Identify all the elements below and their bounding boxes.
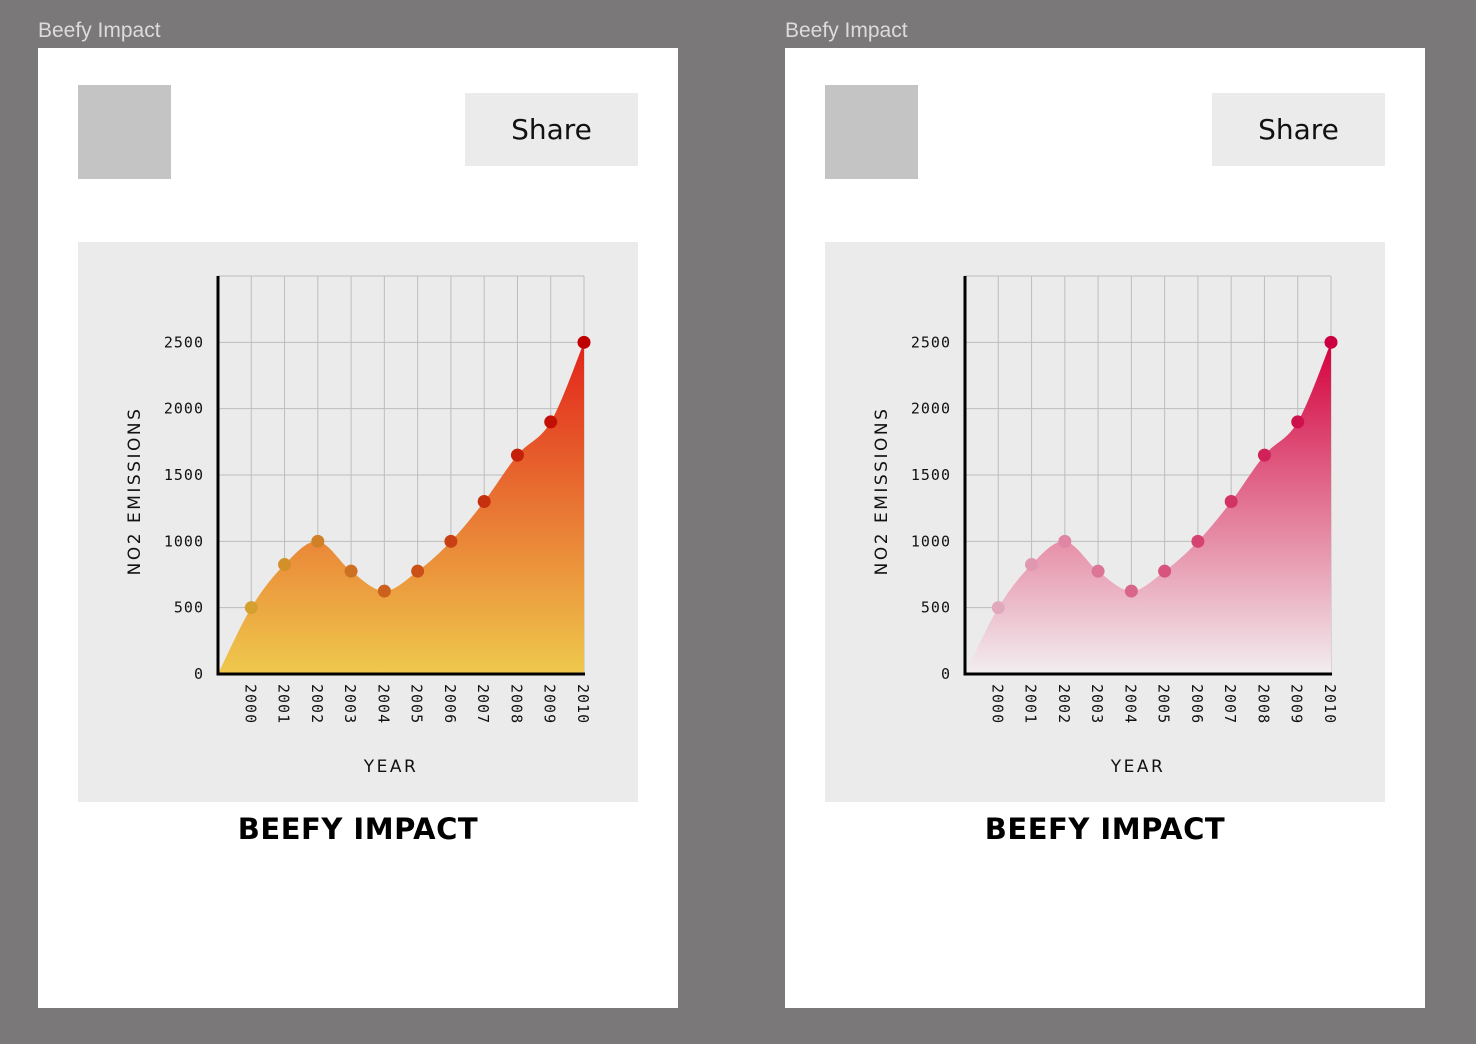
y-tick-label: 500 <box>174 599 204 617</box>
chart-card: 0 500 1000 1500 2000 2500 2000 2001 2002 2003 2004… <box>825 242 1385 802</box>
data-point <box>1158 564 1172 578</box>
emissions-area <box>218 342 584 674</box>
share-button[interactable]: Share <box>1212 93 1385 166</box>
y-tick-label: 2500 <box>164 333 204 351</box>
artboard-frame: Share 0 500 1000 1500 2000 2500 2000 2001 2002 20… <box>785 48 1425 1008</box>
data-point <box>244 601 258 615</box>
data-point <box>1025 558 1039 572</box>
data-point <box>577 335 591 349</box>
y-tick-label: 1500 <box>164 466 204 484</box>
x-tick-label: 2010 <box>1321 684 1339 724</box>
y-tick-label: 0 <box>194 665 204 683</box>
emissions-area-chart: 0 500 1000 1500 2000 2500 2000 2001 2002 2003 2004… <box>125 275 592 777</box>
y-tick-label: 1500 <box>911 466 951 484</box>
y-axis-title: NO2 EMISSIONS <box>872 407 892 576</box>
logo-placeholder <box>825 85 918 179</box>
data-point <box>444 534 458 548</box>
y-tick-label: 1000 <box>911 532 951 550</box>
y-tick-label: 1000 <box>164 532 204 550</box>
emissions-area <box>965 342 1331 674</box>
x-tick-label: 2002 <box>308 684 326 724</box>
x-tick-label: 2007 <box>474 684 492 724</box>
data-point <box>477 495 491 509</box>
data-point <box>1257 448 1271 462</box>
data-point <box>1324 335 1338 349</box>
data-point <box>311 534 325 548</box>
x-tick-label: 2001 <box>275 684 293 724</box>
x-tick-label: 2005 <box>408 684 426 724</box>
data-point <box>1058 534 1072 548</box>
y-tick-label: 500 <box>921 599 951 617</box>
data-point <box>510 448 524 462</box>
emissions-area-chart: 0 500 1000 1500 2000 2500 2000 2001 2002 2003 2004… <box>872 275 1339 777</box>
y-tick-label: 2000 <box>164 400 204 418</box>
x-tick-label: 2004 <box>1121 684 1139 724</box>
chart-card: 0 500 1000 1500 2000 2500 2000 2001 2002 2003 2004… <box>78 242 638 802</box>
x-tick-label: 2006 <box>1188 684 1206 724</box>
x-tick-label: 2000 <box>988 684 1006 724</box>
x-tick-label: 2010 <box>574 684 592 724</box>
x-tick-label: 2001 <box>1022 684 1040 724</box>
data-point <box>278 558 292 572</box>
data-point <box>1191 534 1205 548</box>
data-point <box>991 601 1005 615</box>
x-tick-label: 2008 <box>507 684 525 724</box>
x-tick-label: 2009 <box>541 684 559 724</box>
x-tick-label: 2003 <box>1088 684 1106 724</box>
x-axis-title: YEAR <box>363 757 419 777</box>
data-point <box>544 415 558 429</box>
x-axis-title: YEAR <box>1110 757 1166 777</box>
frame-title: Beefy Impact <box>38 19 161 42</box>
data-point <box>1091 564 1105 578</box>
data-point <box>377 584 391 598</box>
data-point <box>1224 495 1238 509</box>
x-tick-label: 2005 <box>1155 684 1173 724</box>
y-tick-label: 2000 <box>911 400 951 418</box>
y-tick-label: 2500 <box>911 333 951 351</box>
data-point <box>344 564 358 578</box>
x-tick-label: 2004 <box>374 684 392 724</box>
data-point <box>411 564 425 578</box>
x-tick-label: 2006 <box>441 684 459 724</box>
share-button[interactable]: Share <box>465 93 638 166</box>
data-point <box>1124 584 1138 598</box>
logo-placeholder <box>78 85 171 179</box>
x-tick-label: 2009 <box>1288 684 1306 724</box>
artboard-frame: Share 0 500 1000 1500 2000 2500 2000 2001 2002 20… <box>38 48 678 1008</box>
chart-caption: BEEFY IMPACT <box>984 812 1226 846</box>
y-axis-title: NO2 EMISSIONS <box>125 407 145 576</box>
frame-title: Beefy Impact <box>785 19 908 42</box>
data-point <box>1291 415 1305 429</box>
x-tick-label: 2007 <box>1221 684 1239 724</box>
chart-caption: BEEFY IMPACT <box>237 812 479 846</box>
x-tick-label: 2002 <box>1055 684 1073 724</box>
x-tick-label: 2003 <box>341 684 359 724</box>
x-tick-label: 2008 <box>1254 684 1272 724</box>
y-tick-label: 0 <box>941 665 951 683</box>
x-tick-label: 2000 <box>241 684 259 724</box>
